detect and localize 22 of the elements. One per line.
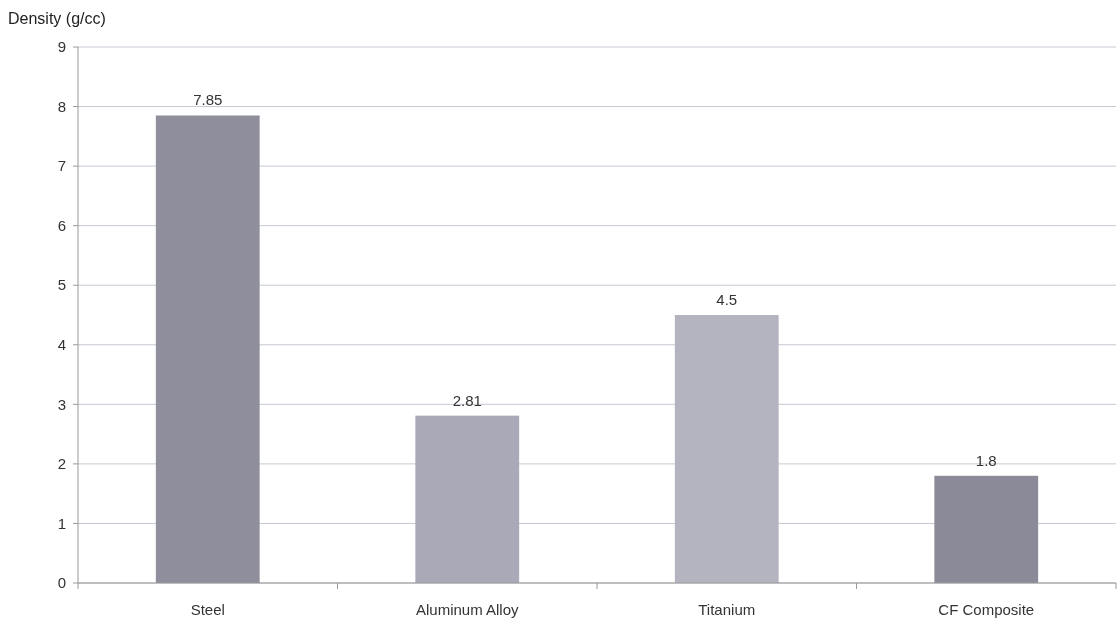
x-tick-label: CF Composite bbox=[938, 601, 1035, 618]
x-tick-label: Titanium bbox=[698, 601, 756, 618]
y-tick-label: 4 bbox=[57, 336, 66, 354]
x-tick-label: Steel bbox=[190, 601, 225, 618]
y-axis-title: Density (g/cc) bbox=[8, 10, 106, 27]
data-label: 1.8 bbox=[975, 451, 997, 469]
data-label: 7.85 bbox=[193, 91, 223, 109]
data-label: 2.81 bbox=[452, 391, 482, 409]
bar bbox=[415, 415, 520, 583]
bar bbox=[934, 475, 1039, 583]
y-tick-label: 6 bbox=[57, 216, 66, 234]
y-tick-label: 2 bbox=[57, 455, 66, 473]
y-tick-label: 5 bbox=[57, 276, 66, 294]
bar bbox=[674, 315, 779, 583]
y-tick-label: 3 bbox=[57, 395, 66, 413]
y-tick-label: 7 bbox=[57, 157, 66, 175]
y-tick-label: 1 bbox=[57, 514, 66, 532]
y-tick-label: 8 bbox=[57, 97, 66, 115]
y-tick-label: 9 bbox=[57, 38, 66, 56]
data-label: 4.5 bbox=[716, 291, 738, 308]
x-tick-label: Aluminum Alloy bbox=[415, 601, 520, 618]
y-tick-label: 0 bbox=[57, 574, 66, 592]
